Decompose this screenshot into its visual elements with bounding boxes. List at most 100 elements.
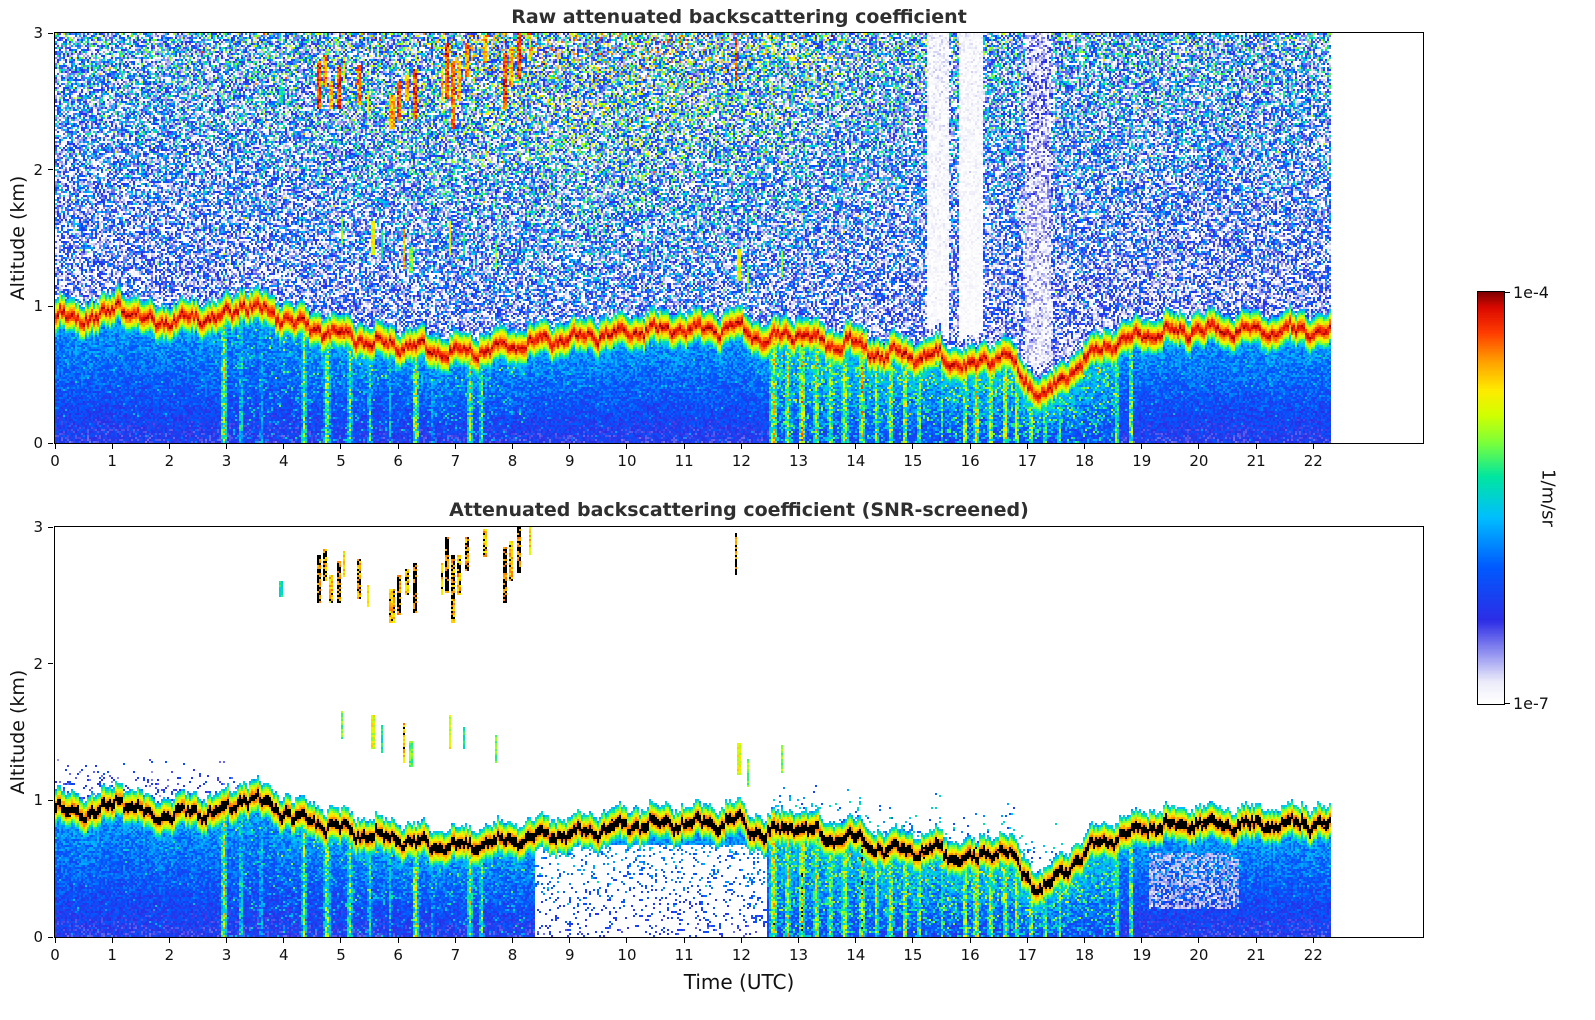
x-tick-mark <box>683 444 685 449</box>
y-tick-label: 3 <box>33 518 43 536</box>
x-tick-label: 22 <box>1303 452 1323 470</box>
x-tick-mark <box>168 444 170 449</box>
x-tick-mark <box>569 938 571 943</box>
x-tick-mark <box>454 444 456 449</box>
x-tick-label: 3 <box>221 946 232 964</box>
x-tick-label: 13 <box>789 946 809 964</box>
y-tick-mark <box>48 442 53 444</box>
x-tick-label: 16 <box>960 946 980 964</box>
x-tick-mark <box>1026 938 1028 943</box>
x-tick-mark <box>512 444 514 449</box>
x-tick-mark <box>1141 444 1143 449</box>
x-tick-mark <box>1026 444 1028 449</box>
x-tick-mark <box>340 938 342 943</box>
x-tick-mark <box>912 444 914 449</box>
y-tick-mark <box>48 169 53 171</box>
y-tick-label: 0 <box>33 928 43 946</box>
panel-raw-title: Raw attenuated backscattering coefficien… <box>511 6 967 28</box>
x-tick-label: 18 <box>1074 946 1095 964</box>
x-tick-mark <box>54 444 56 449</box>
x-tick-label: 14 <box>846 946 866 964</box>
x-tick-label: 20 <box>1189 946 1209 964</box>
x-tick-label: 4 <box>279 946 289 964</box>
x-tick-mark <box>168 938 170 943</box>
x-tick-mark <box>1312 938 1314 943</box>
x-tick-label: 9 <box>564 946 575 964</box>
x-tick-label: 20 <box>1189 452 1209 470</box>
x-tick-label: 10 <box>617 946 637 964</box>
x-tick-mark <box>740 938 742 943</box>
x-tick-mark <box>740 444 742 449</box>
x-tick-mark <box>683 938 685 943</box>
x-axis-label: Time (UTC) <box>683 970 795 994</box>
x-tick-label: 12 <box>731 452 751 470</box>
x-tick-mark <box>569 444 571 449</box>
y-tick-label: 1 <box>33 791 43 810</box>
x-tick-mark <box>969 938 971 943</box>
x-tick-mark <box>111 938 113 943</box>
x-tick-label: 7 <box>450 946 461 964</box>
x-tick-mark <box>912 938 914 943</box>
x-tick-mark <box>798 938 800 943</box>
x-tick-label: 17 <box>1017 946 1037 964</box>
y-axis-label-raw: Altitude (km) <box>7 175 29 301</box>
x-tick-label: 0 <box>50 452 60 470</box>
x-tick-label: 12 <box>731 946 751 964</box>
y-tick-label: 1 <box>33 297 43 316</box>
x-tick-mark <box>626 444 628 449</box>
x-tick-label: 1 <box>107 946 117 964</box>
x-tick-label: 11 <box>674 946 694 964</box>
x-tick-label: 2 <box>164 452 175 470</box>
y-tick-mark <box>48 305 53 307</box>
x-tick-mark <box>111 444 113 449</box>
x-tick-label: 16 <box>960 452 980 470</box>
x-tick-mark <box>626 938 628 943</box>
raw-heatmap-canvas <box>55 33 1423 443</box>
x-tick-label: 21 <box>1246 452 1266 470</box>
x-tick-mark <box>512 938 514 943</box>
y-tick-mark <box>48 526 53 528</box>
x-tick-label: 6 <box>393 946 403 964</box>
x-tick-mark <box>1084 444 1086 449</box>
colorbar-max-tick-label: 1e-4 <box>1513 283 1549 302</box>
y-tick-label: 3 <box>33 24 43 42</box>
x-tick-mark <box>1084 938 1086 943</box>
y-tick-mark <box>48 936 53 938</box>
x-tick-label: 15 <box>903 452 923 470</box>
x-tick-mark <box>1255 444 1257 449</box>
x-tick-label: 11 <box>674 452 694 470</box>
y-tick-label: 2 <box>33 654 43 673</box>
colorbar-min-tick-label: 1e-7 <box>1513 694 1549 713</box>
x-tick-label: 19 <box>1132 452 1152 470</box>
x-tick-mark <box>283 444 285 449</box>
x-tick-label: 14 <box>846 452 866 470</box>
x-tick-mark <box>855 444 857 449</box>
x-tick-label: 13 <box>789 452 809 470</box>
x-tick-label: 17 <box>1017 452 1037 470</box>
x-tick-label: 22 <box>1303 946 1323 964</box>
x-tick-mark <box>397 938 399 943</box>
y-tick-label: 0 <box>33 434 43 452</box>
x-tick-mark <box>969 444 971 449</box>
x-tick-label: 5 <box>336 946 346 964</box>
x-tick-label: 4 <box>279 452 289 470</box>
x-tick-mark <box>54 938 56 943</box>
y-axis-label-screened: Altitude (km) <box>7 669 29 795</box>
x-tick-label: 3 <box>221 452 232 470</box>
x-tick-label: 6 <box>393 452 403 470</box>
x-tick-mark <box>454 938 456 943</box>
x-tick-label: 8 <box>507 452 518 470</box>
x-tick-mark <box>283 938 285 943</box>
y-tick-mark <box>48 663 53 665</box>
x-tick-label: 5 <box>336 452 346 470</box>
x-tick-label: 2 <box>164 946 175 964</box>
colorbar-gradient <box>1478 292 1504 704</box>
x-tick-mark <box>1255 938 1257 943</box>
screened-heatmap-canvas <box>55 527 1423 937</box>
x-tick-label: 21 <box>1246 946 1266 964</box>
x-tick-label: 8 <box>507 946 518 964</box>
x-tick-label: 15 <box>903 946 923 964</box>
x-tick-label: 7 <box>450 452 461 470</box>
x-tick-label: 10 <box>617 452 637 470</box>
